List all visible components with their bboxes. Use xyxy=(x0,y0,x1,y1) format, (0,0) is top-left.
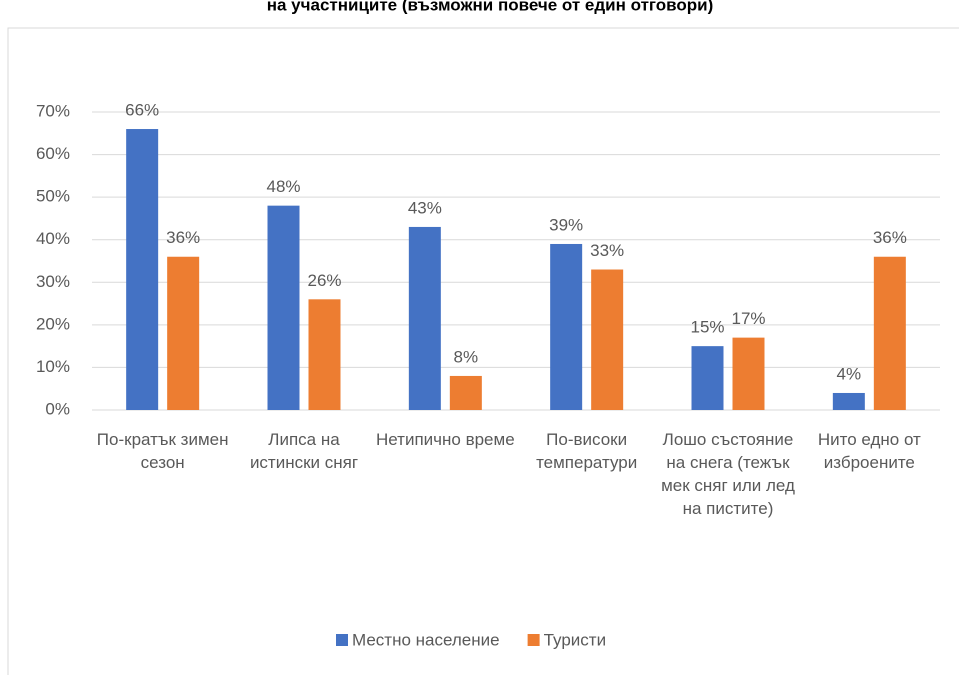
legend-swatch xyxy=(527,634,540,646)
value-label: 48% xyxy=(266,177,300,196)
x-tick-label: Нито едно от изброените xyxy=(817,430,921,472)
y-tick-label: 70% xyxy=(36,101,70,120)
y-tick-label: 10% xyxy=(36,357,70,376)
x-tick-label: По-кратък зимен сезон xyxy=(96,430,229,472)
value-label: 66% xyxy=(125,101,159,120)
bar xyxy=(691,346,724,410)
bar xyxy=(873,256,906,410)
value-label: 26% xyxy=(307,271,341,290)
legend-label: Туристи xyxy=(544,630,606,649)
y-tick-label: 30% xyxy=(36,272,70,291)
value-label: 33% xyxy=(590,241,624,260)
bar xyxy=(832,392,865,410)
value-label: 39% xyxy=(549,215,583,234)
y-tick-label: 60% xyxy=(36,144,70,163)
value-label: 4% xyxy=(837,364,862,383)
value-label: 15% xyxy=(690,318,724,337)
chart-border xyxy=(7,27,959,675)
bar xyxy=(267,205,300,410)
legend-label: Местно население xyxy=(352,630,500,649)
bar xyxy=(408,226,441,410)
y-tick-label: 0% xyxy=(45,399,70,418)
bar xyxy=(126,129,159,410)
value-label: 36% xyxy=(873,228,907,247)
y-tick-label: 50% xyxy=(36,187,70,206)
x-tick-label: По-високи температури xyxy=(536,430,638,472)
legend-swatch xyxy=(336,634,348,646)
y-tick-label: 40% xyxy=(36,229,70,248)
value-label: 8% xyxy=(454,347,479,366)
bar xyxy=(167,256,200,410)
bar xyxy=(308,299,341,410)
bar xyxy=(550,243,583,410)
chart-title: на участниците (възможни повече от един … xyxy=(267,0,714,14)
value-label: 17% xyxy=(731,309,765,328)
x-tick-label: Лошо състояние на снега (тежък мек сняг … xyxy=(661,430,795,518)
x-tick-label: Липса на истински сняг xyxy=(249,430,359,472)
x-tick-label: Нетипично време xyxy=(376,430,515,449)
bar xyxy=(591,269,624,410)
value-label: 36% xyxy=(166,228,200,247)
y-tick-label: 20% xyxy=(36,314,70,333)
bar xyxy=(449,375,482,410)
bar xyxy=(732,337,765,410)
value-label: 43% xyxy=(408,198,442,217)
